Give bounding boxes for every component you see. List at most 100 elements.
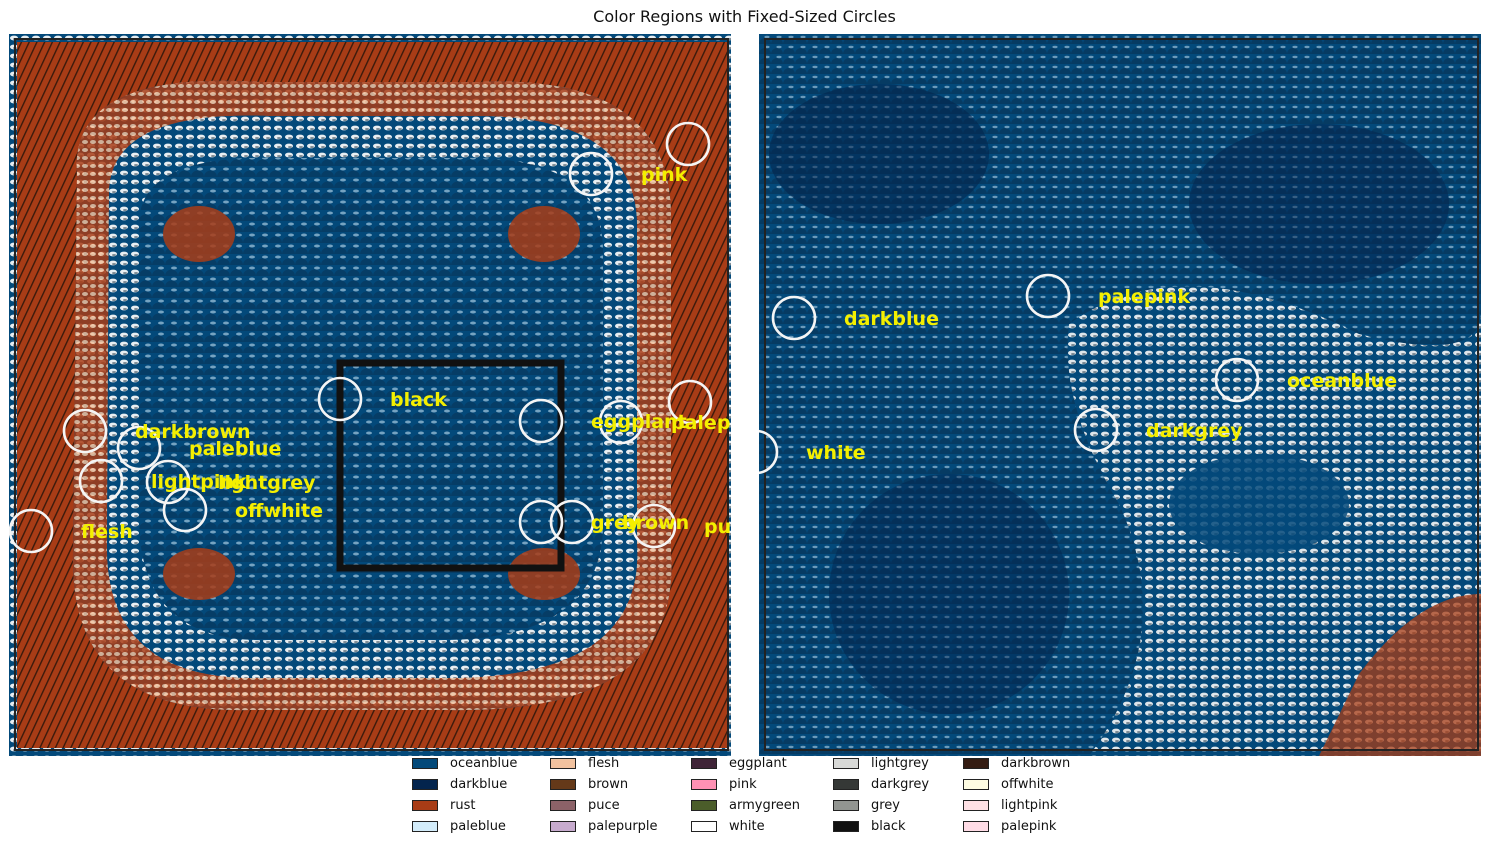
left-label-palepurple: palepurple	[671, 412, 731, 434]
left-circle-lightgrey	[145, 459, 191, 505]
legend: oceanblue darkblue rust paleblue flesh brown p…	[408, 753, 1098, 837]
left-label-lightpink: lightpink	[151, 471, 247, 493]
right-circle-palepink	[1025, 273, 1071, 319]
legend-swatch	[412, 778, 438, 790]
legend-label: puce	[588, 797, 620, 813]
legend-swatch	[691, 757, 717, 769]
left-circle-grey	[518, 499, 564, 545]
left-label-paleblue: paleblue	[189, 438, 281, 460]
left-circle-flesh	[9, 508, 54, 554]
left-label-flesh: flesh	[81, 521, 133, 543]
legend-item-pink: pink	[691, 774, 757, 794]
legend-swatch	[833, 778, 859, 790]
legend-item-darkbrown: darkbrown	[963, 753, 1070, 773]
right-circle-oceanblue	[1214, 357, 1260, 403]
left-circle-palepurple	[598, 399, 644, 445]
right-image-panel: darkblue palepink oceanblue darkgrey white	[759, 34, 1481, 756]
chart-title: Color Regions with Fixed-Sized Circles	[593, 7, 896, 26]
legend-label: flesh	[588, 755, 620, 771]
legend-label: lightgrey	[871, 755, 929, 771]
left-label-brown: brown	[622, 512, 689, 534]
legend-item-lightpink: lightpink	[963, 795, 1057, 815]
left-label-black: black	[390, 389, 447, 411]
right-circle-darkgrey	[1073, 407, 1119, 453]
legend-swatch	[833, 799, 859, 811]
legend-item-black: black	[833, 816, 906, 836]
left-circle-black	[317, 376, 363, 422]
legend-swatch	[550, 757, 576, 769]
legend-item-oceanblue: oceanblue	[412, 753, 517, 773]
right-label-palepink: palepink	[1098, 286, 1190, 308]
left-image-panel: armygreenpinkblackeggplantpalepurplerust…	[9, 34, 731, 756]
right-label-layer: darkblue palepink oceanblue darkgrey white	[806, 286, 1397, 464]
legend-swatch	[963, 778, 989, 790]
legend-item-darkgrey: darkgrey	[833, 774, 929, 794]
legend-swatch	[833, 757, 859, 769]
right-label-darkblue: darkblue	[844, 308, 939, 330]
legend-swatch	[550, 799, 576, 811]
legend-label: brown	[588, 776, 629, 792]
legend-label: paleblue	[450, 818, 506, 834]
legend-label: eggplant	[729, 755, 787, 771]
legend-label: palepink	[1001, 818, 1057, 834]
right-label-darkgrey: darkgrey	[1146, 420, 1243, 442]
legend-swatch	[691, 799, 717, 811]
left-circle-layer	[9, 121, 713, 554]
left-label-grey: grey	[591, 512, 640, 534]
left-circle-brown	[549, 499, 595, 545]
legend-item-paleblue: paleblue	[412, 816, 506, 836]
legend-label: offwhite	[1001, 776, 1054, 792]
left-circle-armygreen	[665, 121, 711, 167]
legend-swatch	[550, 778, 576, 790]
legend-label: armygreen	[729, 797, 800, 813]
left-label-darkbrown: darkbrown	[135, 421, 251, 443]
legend-label: darkgrey	[871, 776, 930, 792]
right-circle-darkblue	[771, 295, 817, 341]
legend-item-brown: brown	[550, 774, 628, 794]
legend-label: rust	[450, 797, 476, 813]
right-panel-svg: darkblue palepink oceanblue darkgrey white	[759, 34, 1481, 756]
legend-swatch	[963, 820, 989, 832]
left-circle-paleblue	[116, 425, 162, 471]
legend-label: grey	[871, 797, 901, 813]
left-label-puce: puce	[704, 516, 731, 538]
legend-item-eggplant: eggplant	[691, 753, 787, 773]
legend-label: palepurple	[588, 818, 658, 834]
black-rectangle	[336, 359, 565, 572]
left-circle-darkbrown	[62, 408, 108, 454]
legend-swatch	[833, 820, 859, 832]
legend-swatch	[412, 757, 438, 769]
legend-item-rust: rust	[412, 795, 475, 815]
legend-label: lightpink	[1001, 797, 1058, 813]
right-circle-white	[759, 429, 779, 475]
left-circle-eggplant	[518, 398, 564, 444]
legend-swatch	[963, 799, 989, 811]
legend-item-lightgrey: lightgrey	[833, 753, 929, 773]
left-circle-rust	[667, 379, 713, 425]
left-circle-offwhite	[162, 487, 208, 533]
legend-label: darkbrown	[1001, 755, 1071, 771]
left-circle-lightpink	[78, 458, 124, 504]
legend-label: darkblue	[450, 776, 508, 792]
left-label-lightgrey: lightgrey	[218, 472, 316, 494]
legend-label: white	[729, 818, 765, 834]
legend-swatch	[691, 778, 717, 790]
legend-swatch	[412, 820, 438, 832]
left-label-layer: armygreenpinkblackeggplantpalepurplerust…	[81, 164, 731, 543]
legend-item-puce: puce	[550, 795, 620, 815]
left-label-offwhite: offwhite	[235, 500, 323, 522]
left-panel-svg: armygreenpinkblackeggplantpalepurplerust…	[9, 34, 731, 756]
legend-item-palepurple: palepurple	[550, 816, 658, 836]
legend-item-darkblue: darkblue	[412, 774, 507, 794]
legend-swatch	[691, 820, 717, 832]
legend-label: oceanblue	[450, 755, 518, 771]
legend-swatch	[963, 757, 989, 769]
legend-item-armygreen: armygreen	[691, 795, 800, 815]
left-circle-pink	[568, 151, 614, 197]
left-circle-puce	[631, 503, 677, 549]
legend-label: pink	[729, 776, 757, 792]
legend-item-palepink: palepink	[963, 816, 1056, 836]
legend-item-white: white	[691, 816, 765, 836]
right-circle-layer	[759, 273, 1260, 475]
legend-swatch	[412, 799, 438, 811]
